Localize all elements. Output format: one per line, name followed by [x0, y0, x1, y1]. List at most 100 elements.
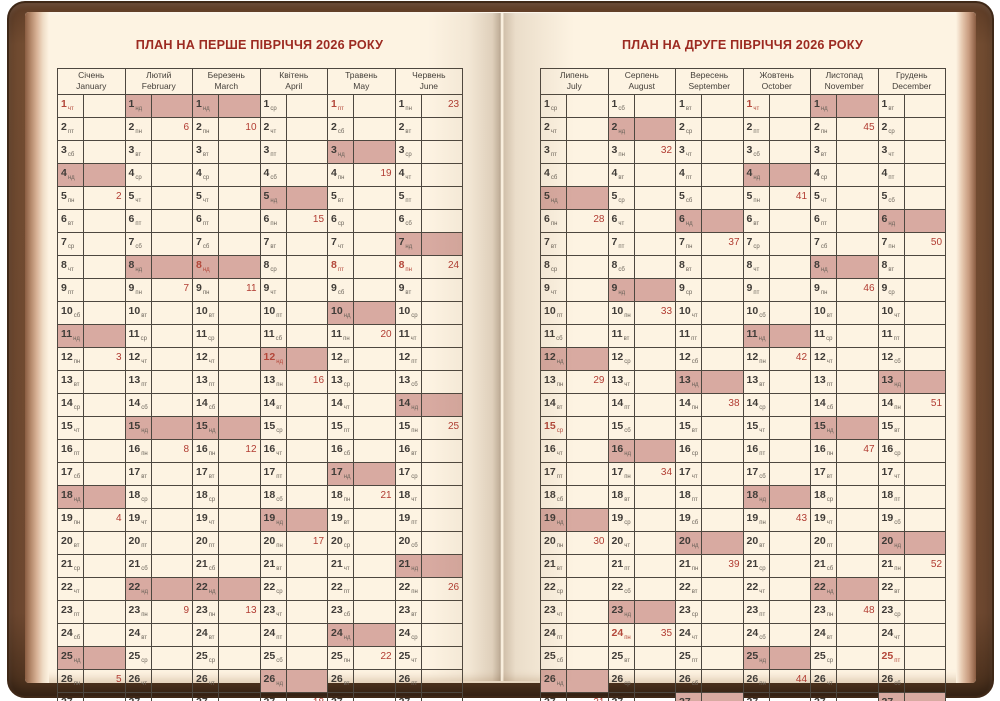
notes-cell	[218, 301, 261, 325]
weekday-abbr: ср	[73, 405, 81, 411]
day-number: 7	[128, 236, 135, 248]
day-cell: 26пн	[57, 669, 84, 693]
day-number: 17	[746, 466, 759, 478]
day-number: 3	[61, 144, 67, 156]
week-number: 18	[313, 697, 324, 701]
day-cell: 15чт	[57, 416, 84, 440]
month-name-uk: Червень	[412, 69, 446, 80]
day-cell: 19вт	[327, 508, 355, 532]
day-number: 3	[746, 144, 753, 156]
week-number: 51	[930, 398, 943, 409]
day-number: 1	[196, 98, 202, 110]
weekday-abbr: пт	[550, 152, 557, 158]
weekday-abbr: сб	[826, 405, 834, 411]
day-cell: 11пт	[877, 324, 905, 348]
weekday-abbr: вт	[820, 152, 827, 158]
weekday-abbr: ср	[202, 175, 210, 181]
weekday-abbr: нд	[691, 543, 699, 549]
week-number: 30	[593, 536, 605, 547]
notes-cell: 9	[150, 600, 194, 624]
day-cell: 8чт	[57, 255, 84, 279]
day-number: 7	[544, 236, 550, 248]
weekday-abbr: вт	[691, 428, 698, 434]
day-number: 19	[331, 512, 343, 524]
day-number: 4	[611, 167, 618, 179]
day-number: 5	[746, 190, 753, 202]
weekday-abbr: пт	[556, 635, 563, 641]
day-cell: 16ср	[877, 439, 905, 463]
day-cell: 17чт	[877, 462, 905, 486]
weekday-abbr: ср	[405, 152, 412, 158]
day-number: 9	[61, 282, 67, 294]
day-number: 12	[331, 351, 343, 363]
day-cell: 26чт	[192, 669, 220, 693]
weekday-abbr: нд	[67, 175, 75, 181]
day-cell: 22нд	[810, 577, 838, 601]
day-cell: 25пт	[877, 646, 905, 670]
month-header: Травень May	[327, 68, 396, 95]
day-row: 24сб 24вт 24вт 24пт 24нд 24ср	[57, 623, 464, 647]
day-number: 5	[128, 190, 135, 202]
weekday-abbr: чт	[276, 451, 283, 457]
day-number: 20	[128, 535, 141, 547]
day-number: 16	[881, 443, 894, 455]
notes-cell	[701, 416, 744, 440]
day-cell: 21пн	[877, 554, 905, 578]
day-cell: 7сб	[124, 232, 152, 256]
day-number: 25	[679, 650, 691, 662]
day-cell: 6сб	[394, 209, 422, 233]
notes-cell	[836, 416, 879, 440]
weekday-abbr: сб	[67, 152, 75, 158]
day-cell: 24пт	[540, 623, 567, 647]
month-header: Липень July	[540, 68, 609, 95]
day-number: 18	[263, 489, 276, 501]
week-number: 50	[930, 237, 943, 248]
day-number: 17	[331, 466, 343, 478]
day-number: 10	[61, 305, 73, 317]
day-cell: 10вт	[124, 301, 152, 325]
day-cell: 26нд	[540, 669, 567, 693]
notes-cell	[903, 669, 947, 693]
day-number: 9	[814, 282, 820, 294]
week-number: 41	[795, 191, 808, 202]
day-number: 22	[814, 581, 826, 593]
weekday-abbr: пт	[826, 543, 833, 549]
weekday-abbr: нд	[618, 129, 626, 135]
notes-cell	[83, 163, 126, 187]
weekday-abbr: пт	[202, 221, 209, 227]
day-cell: 22сб	[607, 577, 635, 601]
day-cell: 5сб	[675, 186, 703, 210]
weekday-abbr: нд	[405, 244, 413, 250]
day-cell: 6чт	[607, 209, 635, 233]
notes-cell	[285, 393, 329, 417]
day-number: 26	[881, 673, 894, 685]
day-number: 12	[814, 351, 826, 363]
day-cell: 13пт	[124, 370, 152, 394]
notes-cell	[633, 255, 677, 279]
day-cell: 17пт	[540, 462, 567, 486]
weekday-abbr: пн	[73, 359, 81, 365]
notes-cell	[903, 94, 947, 118]
day-number: 5	[61, 190, 67, 202]
day-cell: 3чт	[877, 140, 905, 164]
weekday-abbr: ср	[618, 198, 625, 204]
day-number: 8	[128, 259, 135, 271]
weekday-abbr: ср	[270, 267, 277, 273]
day-cell: 1пт	[327, 94, 355, 118]
weekday-abbr: пн	[343, 497, 351, 503]
day-cell: 26пн	[742, 669, 770, 693]
weekday-abbr: пт	[691, 497, 698, 503]
day-row: 25нд 25ср 25ср 25сб 25пн 22 25чт	[57, 646, 464, 670]
notes-cell	[566, 439, 609, 463]
weekday-abbr: вт	[276, 566, 283, 572]
notes-cell	[150, 669, 194, 693]
notes-cell	[218, 255, 261, 279]
weekday-abbr: пт	[73, 451, 80, 457]
weekday-abbr: чт	[270, 129, 277, 135]
notes-cell: 30	[566, 531, 609, 555]
weekday-abbr: сб	[820, 244, 828, 250]
notes-cell	[83, 94, 126, 118]
day-number: 9	[611, 282, 618, 294]
week-number: 39	[728, 559, 740, 570]
notes-cell	[83, 117, 126, 141]
